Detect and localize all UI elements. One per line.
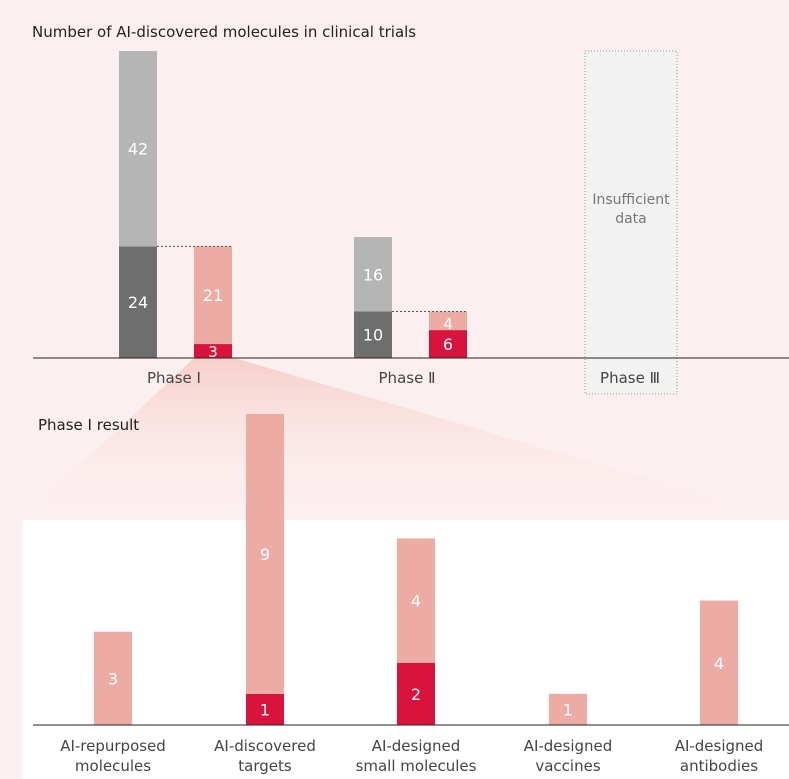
- x-tick-label: molecules: [75, 757, 151, 775]
- x-tick-label: AI-designed: [372, 737, 461, 755]
- zoom-fan: [22, 358, 789, 520]
- bar-segment: [94, 631, 132, 725]
- sub-chart-title: Phase Ⅰ result: [38, 416, 139, 434]
- data-label: 16: [363, 265, 383, 284]
- x-tick-label: Phase Ⅱ: [379, 369, 436, 387]
- bar-segment: [194, 246, 232, 345]
- insufficient-data-box: [584, 50, 678, 395]
- bar-segment: [194, 344, 232, 358]
- data-label: 10: [363, 326, 383, 345]
- x-tick-label: antibodies: [680, 757, 758, 775]
- x-tick-label: vaccines: [535, 757, 600, 775]
- x-tick-label: small molecules: [356, 757, 477, 775]
- x-tick-label: Phase Ⅰ: [147, 369, 201, 387]
- bar-segment: [700, 600, 738, 725]
- x-tick-label: AI-discovered: [214, 737, 316, 755]
- data-label: 2: [411, 685, 421, 704]
- x-tick-label: AI-designed: [675, 737, 764, 755]
- x-tick-label: AI-designed: [524, 737, 613, 755]
- bar-segment: [549, 693, 587, 725]
- chart-title: Number of AI-discovered molecules in cli…: [32, 23, 416, 41]
- bar-segment: [246, 414, 284, 694]
- data-label: 21: [203, 286, 223, 305]
- data-label: 9: [260, 545, 270, 564]
- data-label: 1: [260, 700, 270, 719]
- x-tick-label: Phase Ⅲ: [600, 369, 660, 387]
- bar-segment: [354, 311, 392, 358]
- bottom-chart: 3 AI-repurposed molecules 1 9 AI-discovered ta…: [33, 414, 789, 775]
- bar-segment: [354, 237, 392, 312]
- annotation-text: data: [615, 211, 647, 227]
- data-label: 3: [208, 343, 218, 361]
- bar-segment: [246, 693, 284, 725]
- data-label: 6: [443, 335, 453, 354]
- x-tick-label: AI-repurposed: [60, 737, 166, 755]
- data-label: 42: [128, 140, 148, 159]
- annotation-text: Insufficient: [592, 192, 670, 208]
- bar-segment: [397, 538, 435, 663]
- top-chart: 24 42 3 21 10 16 6 4 Insufficient data Phase Ⅰ Phas…: [33, 50, 789, 395]
- bar-segment: [429, 311, 467, 331]
- data-label: 4: [443, 315, 453, 333]
- bar-segment: [119, 51, 157, 247]
- data-label: 4: [714, 654, 724, 673]
- data-label: 1: [563, 700, 573, 719]
- data-label: 24: [128, 293, 148, 312]
- bar-segment: [429, 330, 467, 358]
- bar-segment: [397, 662, 435, 725]
- data-label: 3: [108, 669, 118, 688]
- data-label: 4: [411, 592, 421, 611]
- x-tick-label: targets: [238, 757, 292, 775]
- bar-segment: [119, 246, 157, 358]
